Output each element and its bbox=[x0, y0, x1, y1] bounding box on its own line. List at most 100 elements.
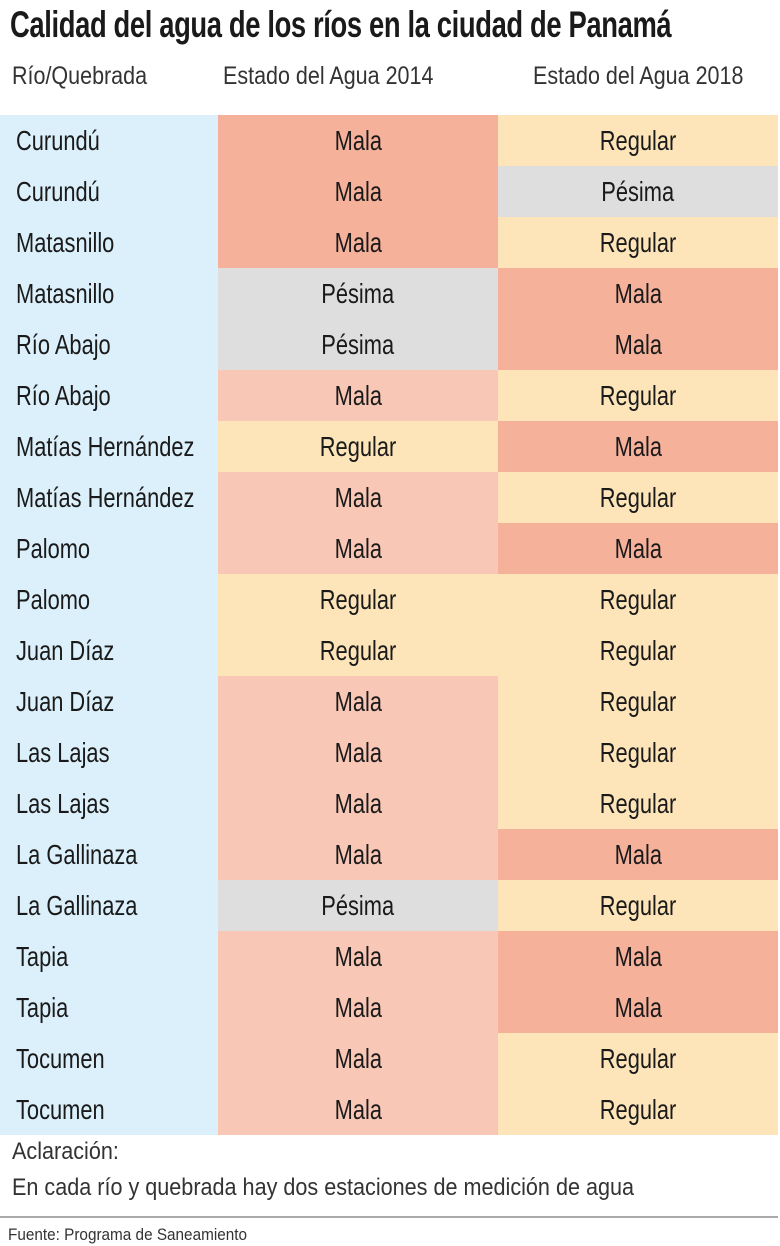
river-name: Tapia bbox=[16, 940, 69, 972]
status-2014-cell: Mala bbox=[218, 1033, 498, 1084]
table-row: Curundú Mala Regular bbox=[0, 115, 778, 166]
river-name: La Gallinaza bbox=[16, 838, 138, 870]
river-name-cell: Río Abajo bbox=[0, 370, 218, 421]
status-2018-cell: Mala bbox=[498, 523, 778, 574]
header-2014: Estado del Agua 2014 bbox=[223, 62, 434, 90]
status-2018-cell: Mala bbox=[498, 421, 778, 472]
table-row: Río Abajo Pésima Mala bbox=[0, 319, 778, 370]
river-name-cell: La Gallinaza bbox=[0, 880, 218, 931]
status-2014: Mala bbox=[334, 991, 382, 1023]
status-2014-cell: Regular bbox=[218, 421, 498, 472]
status-2014: Pésima bbox=[321, 277, 395, 309]
status-2018: Regular bbox=[599, 481, 677, 513]
table-row: Matías Hernández Regular Mala bbox=[0, 421, 778, 472]
river-name-cell: La Gallinaza bbox=[0, 829, 218, 880]
table-row: La Gallinaza Mala Mala bbox=[0, 829, 778, 880]
river-name: Tapia bbox=[16, 991, 69, 1023]
status-2018-cell: Regular bbox=[498, 1084, 778, 1135]
river-name: Palomo bbox=[16, 532, 91, 564]
river-name: Tocumen bbox=[16, 1042, 105, 1074]
status-2014-cell: Pésima bbox=[218, 268, 498, 319]
status-2014-cell: Mala bbox=[218, 727, 498, 778]
river-name-cell: Matasnillo bbox=[0, 268, 218, 319]
river-name-cell: Juan Díaz bbox=[0, 676, 218, 727]
note-text: En cada río y quebrada hay dos estacione… bbox=[12, 1174, 635, 1201]
status-2018: Regular bbox=[599, 583, 677, 615]
status-2014: Mala bbox=[334, 1042, 382, 1074]
river-name-cell: Tocumen bbox=[0, 1084, 218, 1135]
status-2014: Mala bbox=[334, 379, 382, 411]
river-name-cell: Palomo bbox=[0, 574, 218, 625]
status-2018-cell: Regular bbox=[498, 676, 778, 727]
status-2018: Pésima bbox=[601, 175, 675, 207]
river-name: Matasnillo bbox=[16, 226, 115, 258]
status-2018: Mala bbox=[614, 430, 662, 462]
status-2014: Mala bbox=[334, 481, 382, 513]
river-name: Palomo bbox=[16, 583, 91, 615]
source: Fuente: Programa de Saneamiento bbox=[8, 1225, 248, 1244]
river-name: Matías Hernández bbox=[16, 481, 195, 513]
status-2014-cell: Mala bbox=[218, 370, 498, 421]
status-2018: Regular bbox=[599, 226, 677, 258]
page-title: Calidad del agua de los ríos en la ciuda… bbox=[10, 4, 672, 45]
river-name-cell: Matías Hernández bbox=[0, 421, 218, 472]
river-name-cell: Tocumen bbox=[0, 1033, 218, 1084]
status-2018-cell: Regular bbox=[498, 880, 778, 931]
header-2018: Estado del Agua 2018 bbox=[533, 62, 744, 90]
table-row: Tocumen Mala Regular bbox=[0, 1084, 778, 1135]
river-name: La Gallinaza bbox=[16, 889, 138, 921]
status-2018-cell: Regular bbox=[498, 472, 778, 523]
river-name-cell: Matías Hernández bbox=[0, 472, 218, 523]
status-2014-cell: Mala bbox=[218, 217, 498, 268]
status-2014: Regular bbox=[319, 634, 397, 666]
river-name-cell: Curundú bbox=[0, 115, 218, 166]
status-2014: Regular bbox=[319, 583, 397, 615]
header-rio: Río/Quebrada bbox=[12, 62, 148, 90]
status-2018-cell: Regular bbox=[498, 625, 778, 676]
table-row: Tocumen Mala Regular bbox=[0, 1033, 778, 1084]
table-row: Palomo Mala Mala bbox=[0, 523, 778, 574]
table-row: Las Lajas Mala Regular bbox=[0, 778, 778, 829]
status-2014: Mala bbox=[334, 1093, 382, 1125]
status-2018: Regular bbox=[599, 736, 677, 768]
status-2014-cell: Mala bbox=[218, 676, 498, 727]
status-2018-cell: Mala bbox=[498, 982, 778, 1033]
status-2014-cell: Mala bbox=[218, 931, 498, 982]
table-row: Curundú Mala Pésima bbox=[0, 166, 778, 217]
status-2014-cell: Mala bbox=[218, 1084, 498, 1135]
status-2018-cell: Pésima bbox=[498, 166, 778, 217]
table-row: Las Lajas Mala Regular bbox=[0, 727, 778, 778]
status-2018-cell: Regular bbox=[498, 778, 778, 829]
river-name: Tocumen bbox=[16, 1093, 105, 1125]
river-name: Las Lajas bbox=[16, 787, 110, 819]
status-2018: Regular bbox=[599, 634, 677, 666]
table-row: Río Abajo Mala Regular bbox=[0, 370, 778, 421]
status-2014-cell: Pésima bbox=[218, 319, 498, 370]
table-row: Palomo Regular Regular bbox=[0, 574, 778, 625]
river-name: Juan Díaz bbox=[16, 685, 115, 717]
status-2014: Mala bbox=[334, 226, 382, 258]
status-2018-cell: Mala bbox=[498, 829, 778, 880]
river-name: Las Lajas bbox=[16, 736, 110, 768]
status-2018: Mala bbox=[614, 991, 662, 1023]
status-2014: Mala bbox=[334, 532, 382, 564]
table-row: Tapia Mala Mala bbox=[0, 982, 778, 1033]
water-quality-table: Curundú Mala Regular Curundú Mala Pésima Matas… bbox=[0, 115, 778, 1135]
status-2018-cell: Mala bbox=[498, 268, 778, 319]
river-name: Matasnillo bbox=[16, 277, 115, 309]
note-label: Aclaración: bbox=[12, 1138, 119, 1165]
status-2018-cell: Mala bbox=[498, 931, 778, 982]
status-2018: Regular bbox=[599, 889, 677, 921]
status-2018-cell: Regular bbox=[498, 1033, 778, 1084]
status-2014-cell: Mala bbox=[218, 829, 498, 880]
status-2014-cell: Mala bbox=[218, 778, 498, 829]
status-2018: Mala bbox=[614, 532, 662, 564]
status-2018: Regular bbox=[599, 124, 677, 156]
table-row: Tapia Mala Mala bbox=[0, 931, 778, 982]
status-2014-cell: Pésima bbox=[218, 880, 498, 931]
status-2018: Mala bbox=[614, 328, 662, 360]
river-name: Río Abajo bbox=[16, 379, 111, 411]
status-2018: Mala bbox=[614, 277, 662, 309]
status-2018: Regular bbox=[599, 1042, 677, 1074]
status-2018-cell: Regular bbox=[498, 727, 778, 778]
